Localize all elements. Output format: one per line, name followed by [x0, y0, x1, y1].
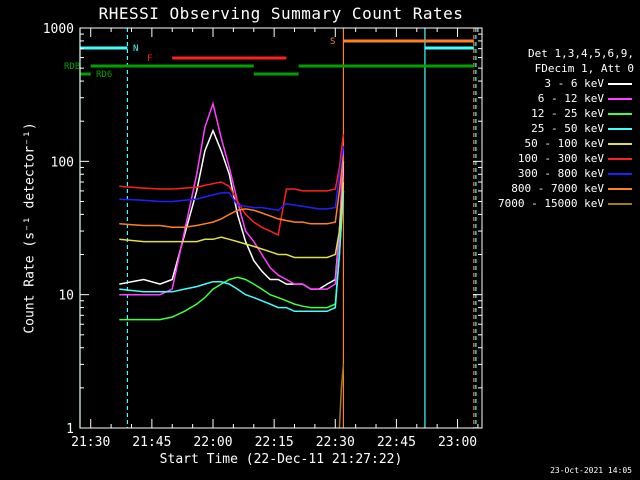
- x-tick-label-6: 23:00: [438, 435, 477, 450]
- legend-item: 6 - 12 keV: [478, 91, 634, 106]
- legend-swatch: [608, 98, 632, 100]
- x-tick-label-3: 22:15: [255, 435, 294, 450]
- flag-label-f: F: [147, 54, 152, 64]
- legend-swatch: [608, 188, 632, 190]
- legend-label: 50 - 100 keV: [525, 136, 604, 151]
- legend-label: 7000 - 15000 keV: [498, 196, 604, 211]
- chart-title: RHESSI Observing Summary Count Rates: [80, 4, 482, 23]
- legend-swatch: [608, 143, 632, 145]
- legend-item: 25 - 50 keV: [478, 121, 634, 136]
- flag-label-n: N: [133, 44, 138, 54]
- plot-frame: [80, 28, 482, 428]
- legend-label: 6 - 12 keV: [538, 91, 604, 106]
- legend-label: 300 - 800 keV: [518, 166, 604, 181]
- legend-swatch: [608, 83, 632, 85]
- legend-item: 7000 - 15000 keV: [478, 196, 634, 211]
- legend-swatch: [608, 158, 632, 160]
- legend-header-detectors: Det 1,3,4,5,6,9,: [478, 46, 634, 61]
- series-line-1: [119, 104, 343, 295]
- y-tick-label-2: 100: [51, 155, 74, 170]
- x-tick-label-2: 22:00: [193, 435, 232, 450]
- x-axis-label: Start Time (22-Dec-11 21:27:22): [80, 452, 482, 467]
- x-tick-label-5: 22:45: [377, 435, 416, 450]
- series-line-4: [119, 182, 343, 258]
- legend-item: 50 - 100 keV: [478, 136, 634, 151]
- legend-swatch: [608, 113, 632, 115]
- flag-label-rdb: RDB: [64, 62, 80, 72]
- legend-label: 12 - 25 keV: [531, 106, 604, 121]
- legend-swatch: [608, 203, 632, 205]
- legend-item: 100 - 300 keV: [478, 151, 634, 166]
- flag-label-rd6: RD6: [96, 70, 112, 80]
- legend-item: 12 - 25 keV: [478, 106, 634, 121]
- timestamp: 23-Oct-2021 14:05: [550, 466, 632, 475]
- x-tick-label-0: 21:30: [71, 435, 110, 450]
- series-line-8: [339, 364, 343, 428]
- x-tick-label-1: 21:45: [132, 435, 171, 450]
- y-tick-label-3: 1000: [43, 22, 74, 37]
- legend-swatch: [608, 128, 632, 130]
- legend-item: 800 - 7000 keV: [478, 181, 634, 196]
- series-line-3: [119, 191, 343, 311]
- legend-swatch: [608, 173, 632, 175]
- legend-label: 25 - 50 keV: [531, 121, 604, 136]
- legend-label: 800 - 7000 keV: [511, 181, 604, 196]
- legend-label: 3 - 6 keV: [544, 76, 604, 91]
- flag-label-s: S: [330, 37, 335, 47]
- y-axis-label: Count Rate (s⁻¹ detector⁻¹): [23, 122, 38, 333]
- x-tick-label-4: 22:30: [316, 435, 355, 450]
- legend-item: 300 - 800 keV: [478, 166, 634, 181]
- legend-header-decimation: FDecim 1, Att 0: [478, 61, 634, 76]
- y-tick-label-1: 10: [58, 289, 74, 304]
- legend-label: 100 - 300 keV: [518, 151, 604, 166]
- series-line-0: [119, 131, 343, 290]
- legend: Det 1,3,4,5,6,9, FDecim 1, Att 0 3 - 6 k…: [478, 46, 634, 211]
- legend-item: 3 - 6 keV: [478, 76, 634, 91]
- series-line-2: [119, 191, 343, 320]
